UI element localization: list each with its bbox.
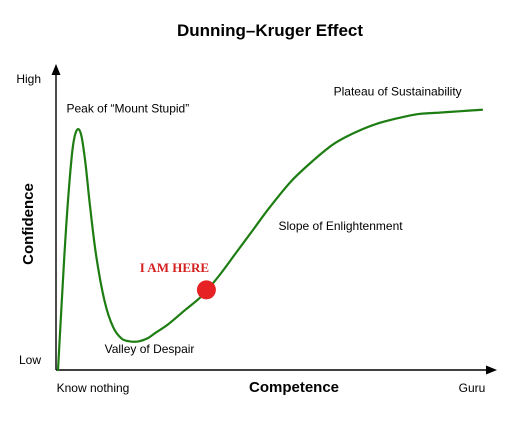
y-tick-high: High xyxy=(16,72,41,86)
x-axis-title: Competence xyxy=(249,379,339,396)
annotation-layer: Peak of “Mount Stupid” Valley of Despair S… xyxy=(67,84,462,355)
series-layer xyxy=(56,108,484,372)
x-tick-know-nothing: Know nothing xyxy=(57,381,130,395)
x-axis-arrowhead xyxy=(486,365,497,375)
annotation-plateau-of-sustainability: Plateau of Sustainability xyxy=(334,84,462,98)
i-am-here-marker xyxy=(196,280,216,300)
y-axis-arrowhead xyxy=(51,64,61,75)
chart-title: Dunning–Kruger Effect xyxy=(177,21,363,40)
y-tick-low: Low xyxy=(19,353,41,367)
annotation-valley-of-despair: Valley of Despair xyxy=(105,342,195,356)
marker-layer: I AM HERE xyxy=(140,260,216,300)
annotation-mount-stupid: Peak of “Mount Stupid” xyxy=(67,102,190,116)
annotation-slope-of-enlightenment: Slope of Enlightenment xyxy=(279,219,404,233)
x-tick-guru: Guru xyxy=(459,381,486,395)
y-axis-title: Confidence xyxy=(20,183,37,265)
confidence-curve-line xyxy=(56,108,484,372)
i-am-here-label: I AM HERE xyxy=(140,260,209,275)
